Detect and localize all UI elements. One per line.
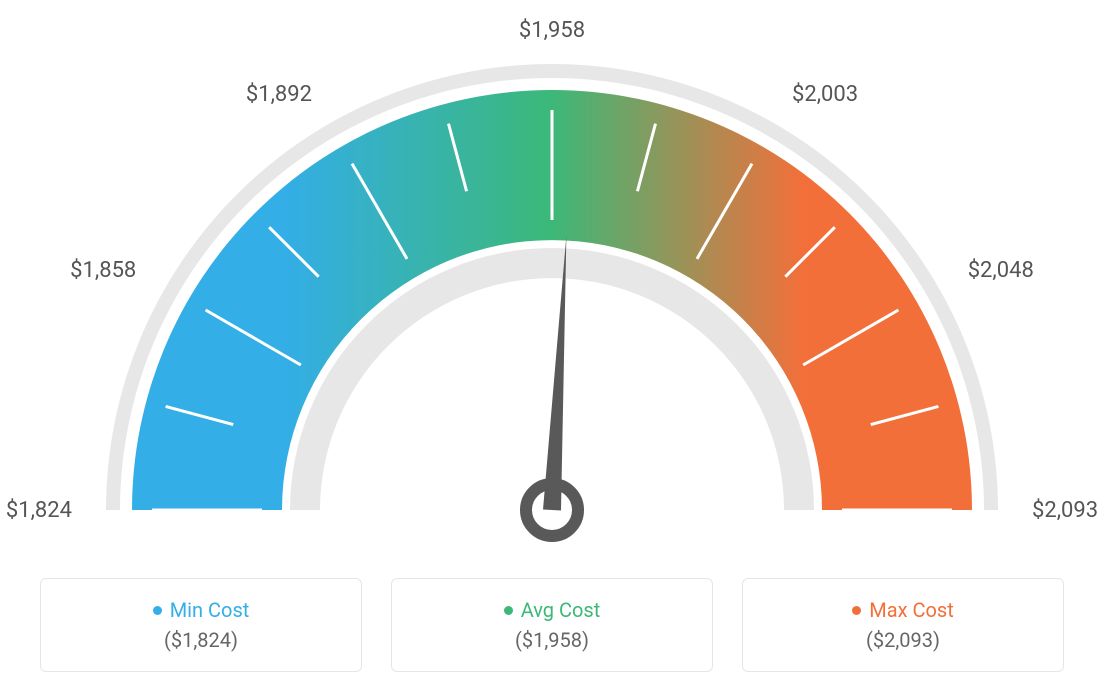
avg-cost-label: Avg Cost [521, 598, 601, 622]
legend-row: Min Cost ($1,824) Avg Cost ($1,958) Max … [40, 578, 1064, 672]
max-cost-value: ($2,093) [866, 628, 940, 652]
gauge-tick-label: $2,048 [968, 258, 1034, 283]
card-avg-cost: Avg Cost ($1,958) [391, 578, 713, 672]
gauge-tick-label: $2,093 [1032, 498, 1098, 523]
avg-cost-value: ($1,958) [515, 628, 589, 652]
max-cost-label: Max Cost [869, 598, 954, 622]
dot-min-icon [153, 606, 162, 615]
gauge-tick-label: $1,824 [2, 498, 72, 523]
card-min-cost: Min Cost ($1,824) [40, 578, 362, 672]
gauge-chart: $1,824 $1,858 $1,892 $1,958 $2,003 $2,048 $2,0… [0, 0, 1104, 560]
gauge-svg [52, 10, 1052, 550]
gauge-tick-label: $1,958 [517, 18, 587, 43]
dot-max-icon [852, 606, 861, 615]
gauge-tick-label: $1,892 [242, 82, 312, 107]
gauge-tick-label: $1,858 [66, 258, 136, 283]
min-cost-label: Min Cost [170, 598, 250, 622]
gauge-tick-label: $2,003 [792, 82, 858, 107]
dot-avg-icon [504, 606, 513, 615]
min-cost-value: ($1,824) [164, 628, 238, 652]
card-max-cost: Max Cost ($2,093) [742, 578, 1064, 672]
